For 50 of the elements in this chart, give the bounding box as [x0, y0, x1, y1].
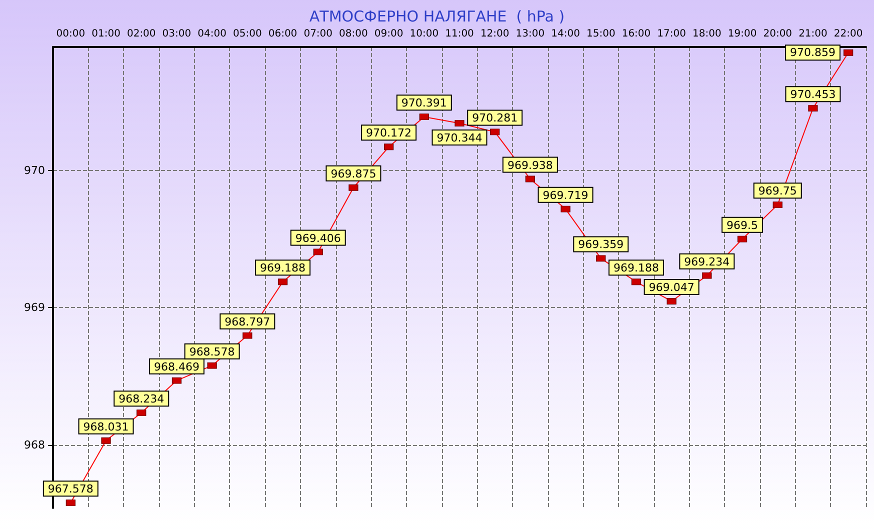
x-tick-label: 18:00	[692, 28, 722, 40]
data-label: 969.719	[542, 188, 588, 202]
data-label: 969.5	[726, 218, 758, 232]
data-label: 969.75	[758, 184, 797, 198]
x-tick-label: 12:00	[480, 28, 510, 40]
x-tick-label: 21:00	[798, 28, 828, 40]
x-tick-label: 16:00	[622, 28, 651, 40]
data-label: 968.031	[83, 420, 129, 434]
data-label: 969.188	[260, 262, 306, 275]
data-label: 969.047	[648, 281, 694, 294]
x-tick-label: 10:00	[410, 28, 439, 40]
x-tick-label: 07:00	[304, 28, 333, 40]
data-label: 968.797	[224, 315, 270, 328]
x-tick-label: 17:00	[657, 28, 686, 40]
data-label: 970.859	[790, 46, 836, 60]
data-label: 970.172	[366, 126, 412, 140]
x-tick-label: 04:00	[198, 28, 226, 40]
data-label: 970.453	[790, 88, 836, 102]
data-label: 969.188	[613, 262, 659, 275]
x-tick-label: 13:00	[516, 28, 545, 40]
x-tick-label: 02:00	[126, 28, 156, 40]
x-tick-label: 14:00	[551, 28, 580, 40]
data-label: 968.578	[189, 345, 235, 358]
data-label: 967.578	[48, 482, 94, 496]
x-tick-label: 06:00	[268, 28, 298, 40]
x-tick-label: 08:00	[339, 28, 368, 40]
x-tick-label: 22:00	[834, 28, 863, 40]
x-tick-label: 20:00	[763, 28, 792, 40]
data-label: 970.391	[401, 96, 447, 110]
data-label: 969.875	[330, 167, 376, 180]
x-tick-label: 03:00	[162, 28, 192, 40]
y-tick-label: 970	[24, 164, 45, 177]
x-tick-label: 00:00	[56, 28, 86, 40]
x-tick-label: 01:00	[92, 28, 120, 40]
data-label: 969.359	[578, 238, 624, 252]
data-label: 969.406	[295, 232, 341, 245]
data-label: 968.469	[154, 360, 200, 374]
data-label: 969.938	[507, 158, 553, 172]
chart-title: АТМОСФЕРНО НАЛЯГАНЕ ( hPa )	[309, 8, 565, 26]
y-tick-label: 969	[24, 301, 45, 314]
data-label: 968.234	[118, 392, 164, 406]
data-label: 969.234	[684, 255, 730, 268]
x-tick-label: 05:00	[233, 28, 262, 40]
x-tick-label: 15:00	[586, 28, 616, 40]
x-tick-label: 09:00	[374, 28, 404, 40]
x-tick-label: 11:00	[445, 28, 474, 40]
data-label: 970.281	[472, 112, 518, 125]
y-tick-label: 968	[24, 438, 45, 452]
x-tick-label: 19:00	[728, 28, 757, 40]
data-label: 970.344	[436, 131, 482, 144]
